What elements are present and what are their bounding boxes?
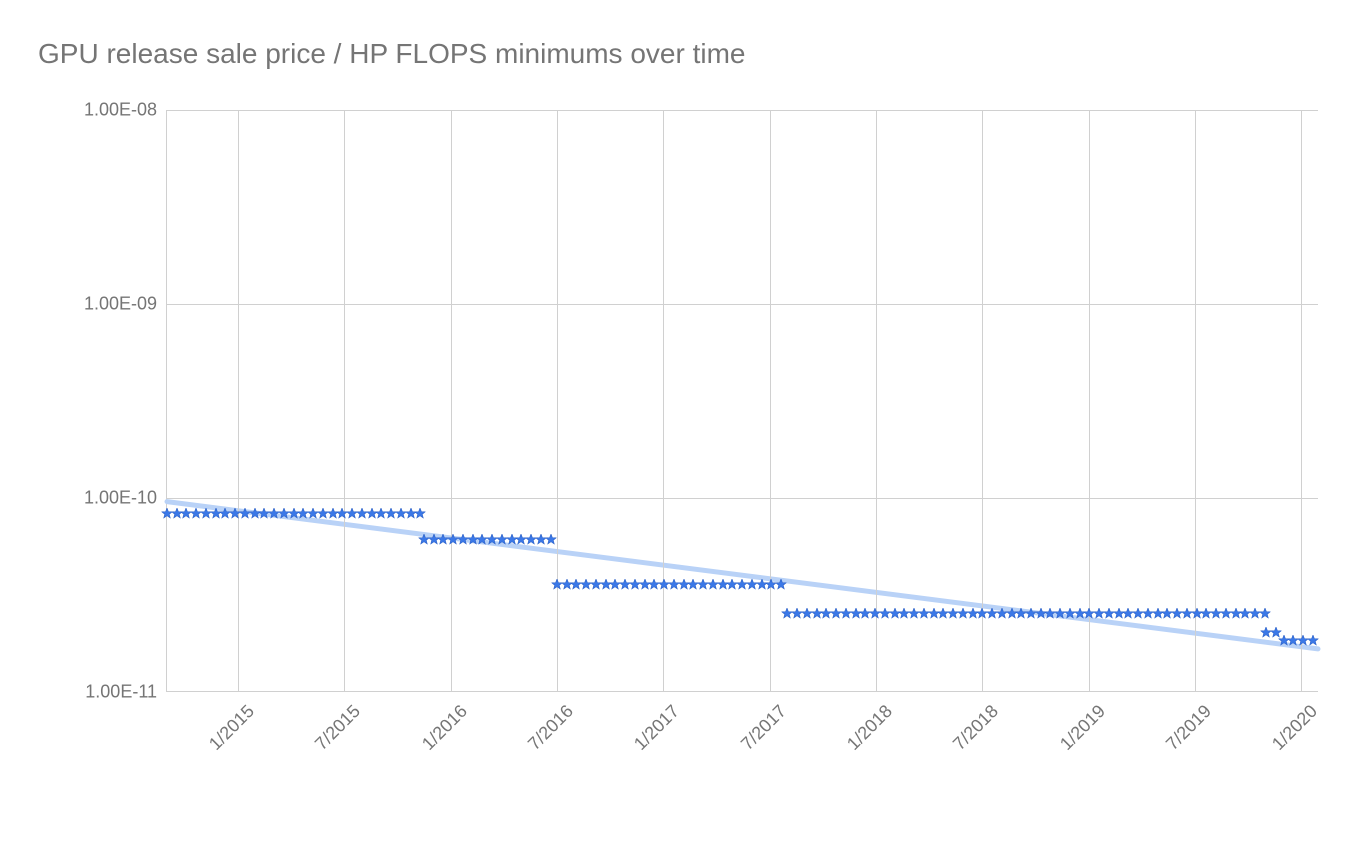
y-axis-label: 1.00E-08 (84, 100, 167, 121)
data-point (776, 577, 787, 595)
x-gridline (1195, 110, 1196, 691)
x-gridline (876, 110, 877, 691)
x-gridline (663, 110, 664, 691)
y-gridline (167, 110, 1318, 111)
x-gridline (982, 110, 983, 691)
plot-area: 1.00E-081.00E-091.00E-101.00E-111/20157/… (166, 110, 1318, 692)
y-axis-label: 1.00E-10 (84, 488, 167, 509)
chart-container: GPU release sale price / HP FLOPS minimu… (0, 0, 1366, 844)
y-gridline (167, 498, 1318, 499)
data-point (1259, 606, 1270, 624)
x-axis-label: 1/2019 (1046, 691, 1110, 755)
x-gridline (1301, 110, 1302, 691)
data-point (415, 506, 426, 524)
x-gridline (770, 110, 771, 691)
x-gridline (344, 110, 345, 691)
y-axis-label: 1.00E-11 (85, 682, 167, 703)
x-gridline (238, 110, 239, 691)
x-axis-label: 1/2018 (833, 691, 897, 755)
y-gridline (167, 304, 1318, 305)
x-axis-label: 7/2015 (301, 691, 365, 755)
x-axis-label: 1/2020 (1258, 691, 1322, 755)
x-axis-label: 7/2016 (514, 691, 578, 755)
y-axis-label: 1.00E-09 (84, 294, 167, 315)
x-axis-label: 7/2017 (727, 691, 791, 755)
x-axis-label: 1/2015 (195, 691, 259, 755)
x-gridline (1089, 110, 1090, 691)
chart-title: GPU release sale price / HP FLOPS minimu… (38, 38, 745, 70)
x-axis-label: 7/2018 (939, 691, 1003, 755)
x-axis-label: 1/2016 (408, 691, 472, 755)
x-gridline (451, 110, 452, 691)
x-gridline (557, 110, 558, 691)
x-axis-label: 7/2019 (1152, 691, 1216, 755)
data-point (1307, 633, 1318, 651)
x-axis-label: 1/2017 (620, 691, 684, 755)
data-point (545, 532, 556, 550)
trendline (167, 110, 1318, 691)
